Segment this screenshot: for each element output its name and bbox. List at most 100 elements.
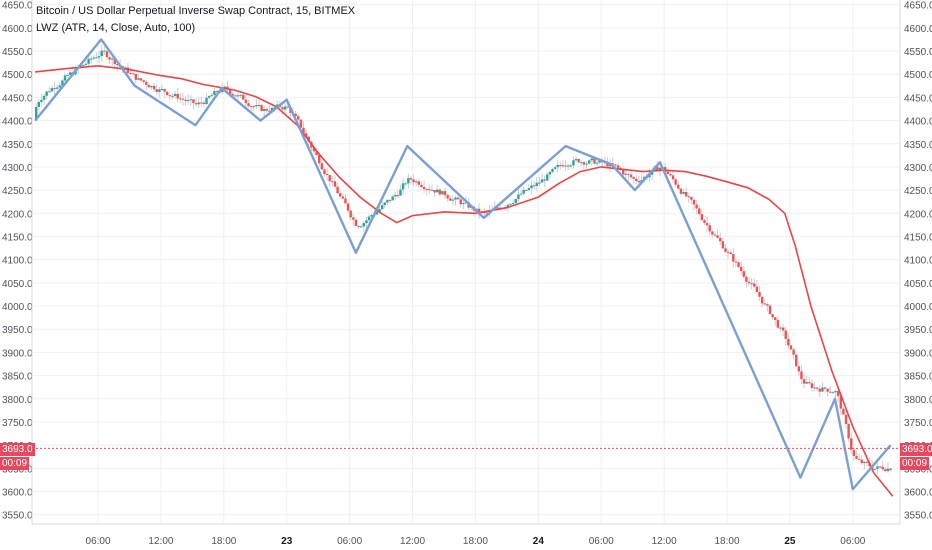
candle-body bbox=[252, 106, 255, 108]
candle-body bbox=[687, 196, 690, 198]
candle-body bbox=[155, 89, 158, 92]
y-tick-label-right: 4450.0 bbox=[904, 93, 932, 104]
candle-body bbox=[739, 266, 743, 272]
candle-body bbox=[213, 91, 216, 96]
candle-body bbox=[417, 181, 421, 185]
x-tick-label: 06:00 bbox=[86, 536, 111, 547]
candle-body bbox=[779, 327, 782, 329]
candle-body bbox=[677, 184, 680, 189]
candle-body bbox=[527, 188, 531, 190]
candle-body bbox=[876, 466, 879, 469]
candle-body bbox=[386, 199, 389, 203]
candle-body bbox=[703, 220, 706, 223]
candle-body bbox=[388, 199, 392, 201]
zigzag-line bbox=[34, 38, 892, 491]
y-tick-label-right: 4350.0 bbox=[904, 140, 932, 151]
y-tick-label-left: 4300.0 bbox=[2, 163, 33, 174]
candle-body bbox=[40, 99, 43, 102]
candle-body bbox=[352, 217, 355, 220]
candle-body bbox=[758, 292, 761, 297]
candle-body bbox=[884, 469, 887, 472]
countdown-badge-right: 00:09 bbox=[900, 457, 930, 470]
candle-body bbox=[836, 391, 840, 397]
y-tick-label-left: 3850.0 bbox=[2, 372, 33, 383]
candle-body bbox=[320, 163, 324, 170]
candle-body bbox=[425, 189, 428, 191]
candle-bodies bbox=[34, 50, 892, 472]
candle-body bbox=[236, 95, 240, 97]
candle-body bbox=[415, 181, 418, 183]
candle-body bbox=[726, 251, 730, 253]
candle-body bbox=[331, 181, 334, 183]
x-tick-label: 18:00 bbox=[715, 536, 740, 547]
y-tick-label-left: 4650.0 bbox=[2, 1, 33, 12]
candle-body bbox=[367, 216, 371, 221]
y-tick-label-right: 4050.0 bbox=[904, 279, 932, 290]
candle-body bbox=[637, 181, 641, 183]
indicator-label[interactable]: LWZ (ATR, 14, Close, Auto, 100) bbox=[36, 22, 196, 34]
candle-body bbox=[349, 210, 352, 218]
candle-body bbox=[435, 189, 439, 193]
candle-body bbox=[265, 109, 269, 111]
y-tick-label-right: 3950.0 bbox=[904, 325, 932, 336]
candle-wicks bbox=[35, 44, 892, 474]
candle-body bbox=[808, 382, 811, 384]
x-tick-label: 23 bbox=[281, 536, 293, 547]
candle-body bbox=[556, 164, 559, 168]
candle-body bbox=[721, 241, 725, 249]
x-tick-label: 12:00 bbox=[400, 536, 425, 547]
zigzag-series bbox=[34, 38, 892, 491]
candle-body bbox=[383, 202, 386, 206]
candle-body bbox=[446, 195, 449, 199]
candle-body bbox=[519, 193, 523, 195]
candle-body bbox=[582, 162, 586, 165]
candle-body bbox=[889, 468, 892, 471]
candle-body bbox=[522, 189, 525, 194]
candle-body bbox=[328, 174, 331, 182]
y-tick-label-left: 3750.0 bbox=[2, 418, 33, 429]
y-tick-label-right: 4500.0 bbox=[904, 70, 932, 81]
candle-body bbox=[847, 423, 850, 439]
candle-body bbox=[829, 391, 832, 393]
candle-body bbox=[823, 387, 827, 389]
candle-body bbox=[244, 99, 248, 104]
y-tick-label-right: 3600.0 bbox=[904, 488, 932, 499]
y-tick-label-right: 3800.0 bbox=[904, 395, 932, 406]
candle-body bbox=[131, 73, 135, 75]
y-tick-label-left: 3950.0 bbox=[2, 325, 33, 336]
candle-body bbox=[530, 185, 533, 189]
candle-body bbox=[134, 73, 137, 80]
candle-body bbox=[627, 173, 630, 175]
candle-body bbox=[671, 175, 675, 180]
candle-body bbox=[881, 466, 884, 470]
candle-body bbox=[753, 283, 756, 287]
candle-body bbox=[420, 184, 423, 187]
candle-body bbox=[231, 93, 234, 96]
candle-body bbox=[698, 208, 701, 215]
candle-body bbox=[559, 164, 562, 166]
y-tick-label-left: 4150.0 bbox=[2, 232, 33, 243]
candle-body bbox=[412, 179, 415, 183]
candle-body bbox=[525, 189, 528, 191]
candle-body bbox=[370, 215, 373, 217]
candle-body bbox=[622, 169, 625, 175]
candle-body bbox=[359, 226, 363, 228]
candle-body bbox=[635, 178, 638, 182]
candle-body bbox=[459, 199, 462, 205]
candle-body bbox=[137, 78, 140, 80]
candle-body bbox=[598, 160, 601, 163]
candle-body bbox=[802, 379, 806, 384]
candle-body bbox=[158, 89, 161, 92]
candle-body bbox=[477, 208, 481, 213]
candle-body bbox=[535, 182, 538, 186]
candle-body bbox=[737, 262, 740, 267]
candle-body bbox=[810, 383, 814, 388]
candle-body bbox=[37, 101, 41, 108]
candle-body bbox=[69, 72, 72, 76]
candle-body bbox=[299, 119, 303, 128]
candle-body bbox=[105, 51, 109, 58]
time-axis[interactable]: 06:00 12:00 18:00 23 06:00 12:00 18:00 24 06:00 1… bbox=[86, 536, 866, 547]
candle-body bbox=[176, 93, 179, 99]
last-price-badge-right: 3693.0 bbox=[900, 443, 932, 456]
